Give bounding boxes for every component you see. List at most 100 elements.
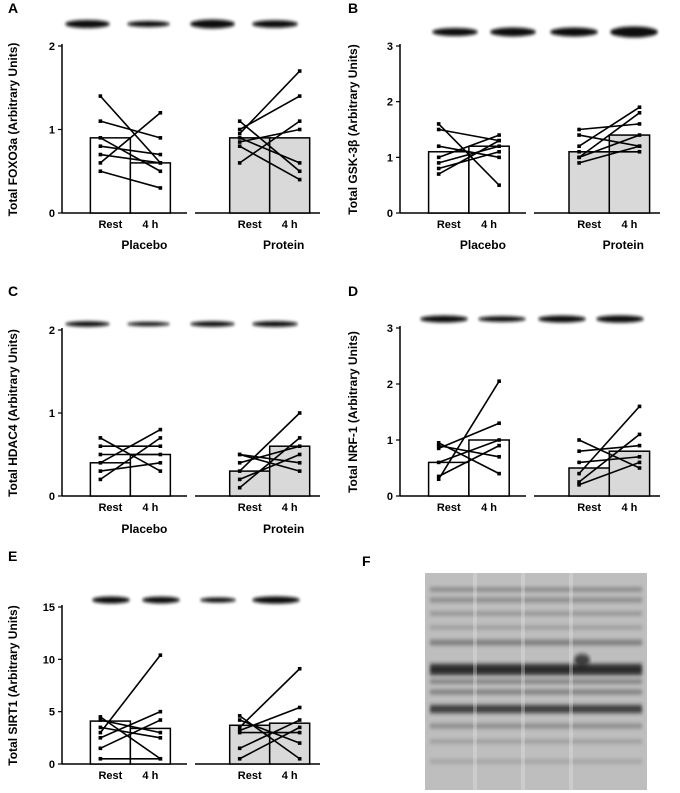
- individual-line: [578, 112, 640, 158]
- panel-label: B: [348, 0, 358, 16]
- y-axis-label: Total FOXO3a (Arbitrary Units): [6, 43, 20, 217]
- y-tick-label: 2: [387, 97, 393, 109]
- blot-band: [190, 321, 235, 327]
- individual-line: [99, 437, 161, 481]
- blot-band: [420, 315, 468, 323]
- y-tick-label: 1: [49, 125, 55, 137]
- data-point: [577, 149, 581, 154]
- data-point: [158, 161, 163, 165]
- x-tick-label: 4 h: [142, 770, 158, 782]
- western-blot-strip: [432, 26, 658, 38]
- x-tick-label: Rest: [238, 219, 262, 231]
- data-point: [436, 166, 441, 171]
- data-point: [237, 136, 242, 140]
- x-tick-label: Rest: [238, 502, 262, 514]
- data-point: [98, 452, 103, 457]
- data-point: [297, 161, 302, 165]
- x-tick-label: Rest: [238, 770, 262, 782]
- blot-band: [65, 321, 110, 327]
- data-point: [577, 144, 581, 148]
- individual-line: [239, 726, 301, 760]
- x-tick-label: Rest: [98, 219, 122, 231]
- data-point: [158, 136, 163, 140]
- individual-line: [239, 706, 300, 732]
- data-point: [98, 477, 103, 482]
- blot-band: [596, 315, 644, 323]
- data-point: [237, 485, 242, 490]
- data-point: [436, 155, 441, 160]
- blot-band: [127, 21, 170, 27]
- data-point: [436, 161, 441, 165]
- data-point: [98, 152, 103, 157]
- data-point: [436, 441, 441, 445]
- data-point: [158, 736, 163, 740]
- bar: [268, 445, 311, 497]
- y-axis-label: Total HDAC4 (Arbitrary Units): [6, 329, 20, 497]
- bar: [268, 722, 311, 765]
- data-point: [158, 152, 163, 157]
- data-point: [158, 111, 163, 115]
- data-point: [637, 133, 642, 137]
- data-point: [237, 131, 242, 136]
- data-point: [237, 119, 242, 123]
- bar: [427, 461, 470, 497]
- x-tick-label: 4 h: [282, 770, 298, 782]
- western-blot-strip: [420, 315, 644, 323]
- individual-line: [100, 719, 161, 750]
- individual-line: [100, 145, 161, 156]
- data-point: [577, 480, 581, 484]
- data-point: [158, 718, 163, 722]
- y-tick-label: 3: [387, 323, 393, 335]
- individual-line: [100, 120, 161, 139]
- y-tick-label: 2: [49, 325, 55, 337]
- individual-line: [99, 137, 161, 172]
- y-tick-label: 0: [49, 208, 55, 220]
- data-point: [297, 756, 302, 761]
- data-point: [237, 161, 242, 165]
- data-point: [436, 443, 441, 448]
- bar: [228, 137, 271, 214]
- data-point: [297, 127, 302, 132]
- y-tick-label: 10: [43, 654, 55, 666]
- panel-e: E 0 5 10 15 Total SIRT1 (Arbitrary Units) Rest…: [6, 548, 320, 782]
- data-point: [637, 466, 642, 470]
- panel-label: C: [8, 283, 18, 299]
- data-point: [237, 730, 242, 735]
- stained-membrane-image: [425, 573, 647, 790]
- x-tick-label: Rest: [98, 502, 122, 514]
- data-point: [637, 111, 642, 115]
- data-point: [497, 438, 501, 442]
- individual-line: [438, 139, 500, 175]
- bar: [568, 467, 611, 497]
- group-label: Placebo: [460, 238, 506, 252]
- group-label: Protein: [263, 522, 304, 536]
- data-point: [98, 119, 103, 123]
- data-point: [436, 127, 441, 132]
- data-point: [497, 133, 501, 137]
- individual-line: [239, 453, 300, 481]
- y-tick-label: 15: [43, 602, 55, 614]
- individual-line: [578, 145, 640, 164]
- data-point: [436, 446, 441, 451]
- individual-line: [239, 412, 301, 472]
- data-point: [497, 144, 501, 148]
- blot-band: [252, 596, 300, 604]
- blot-band: [190, 19, 235, 29]
- x-tick-label: Rest: [98, 770, 122, 782]
- individual-line: [438, 422, 500, 450]
- data-point: [297, 730, 302, 735]
- y-tick-label: 0: [49, 491, 55, 503]
- data-point: [98, 746, 103, 751]
- y-tick-label: 2: [387, 379, 393, 391]
- data-point: [158, 452, 163, 457]
- x-tick-label: 4 h: [282, 219, 298, 231]
- individual-line: [239, 668, 301, 728]
- blot-band: [200, 597, 236, 603]
- data-point: [577, 127, 581, 132]
- data-point: [637, 149, 642, 154]
- individual-line: [100, 153, 161, 164]
- x-tick-label: 4 h: [621, 502, 637, 514]
- data-point: [237, 469, 242, 473]
- data-point: [158, 186, 163, 190]
- data-point: [497, 455, 501, 459]
